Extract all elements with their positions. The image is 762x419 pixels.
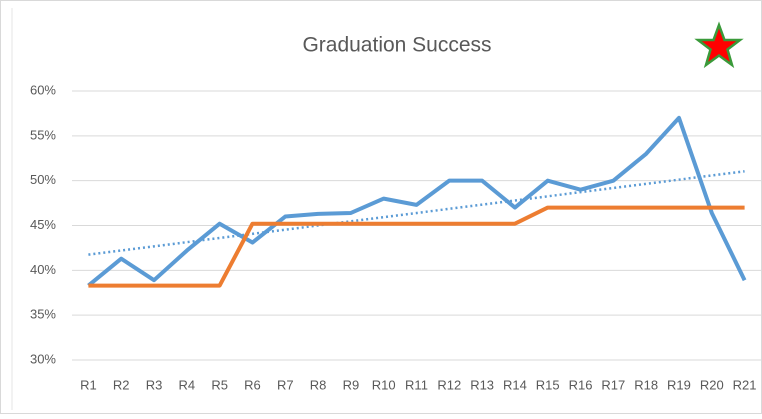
y-tick-label: 55%	[30, 127, 56, 142]
x-tick-label: R21	[733, 377, 757, 392]
chart-title: Graduation Success	[302, 34, 491, 57]
x-tick-label: R17	[601, 377, 625, 392]
x-tick-label: R4	[179, 377, 196, 392]
x-tick-label: R1	[80, 377, 97, 392]
y-tick-label: 30%	[30, 351, 56, 366]
x-tick-label: R14	[503, 377, 527, 392]
x-tick-label: R2	[113, 377, 130, 392]
series-line	[88, 205, 745, 288]
x-tick-label: R20	[700, 377, 724, 392]
x-tick-label: R5	[211, 377, 228, 392]
y-tick-label: 45%	[30, 217, 56, 232]
x-tick-label: R10	[372, 377, 396, 392]
x-tick-label: R8	[310, 377, 327, 392]
x-tick-label: R18	[634, 377, 658, 392]
y-tick-label: 50%	[30, 172, 56, 187]
x-tick-label: R11	[405, 377, 428, 392]
x-tick-label: R6	[244, 377, 261, 392]
series-line	[87, 115, 747, 288]
x-tick-label: R15	[536, 377, 560, 392]
x-tick-label: R7	[277, 377, 294, 392]
x-tick-label: R9	[343, 377, 360, 392]
y-tick-label: 35%	[30, 307, 56, 322]
x-tick-label: R12	[437, 377, 461, 392]
star-icon	[694, 21, 744, 69]
x-tick-label: R16	[569, 377, 593, 392]
x-tick-label: R13	[470, 377, 494, 392]
y-tick-label: 40%	[30, 262, 56, 277]
x-tick-label: R3	[146, 377, 163, 392]
y-tick-label: 60%	[30, 82, 56, 97]
x-tick-label: R19	[667, 377, 691, 392]
